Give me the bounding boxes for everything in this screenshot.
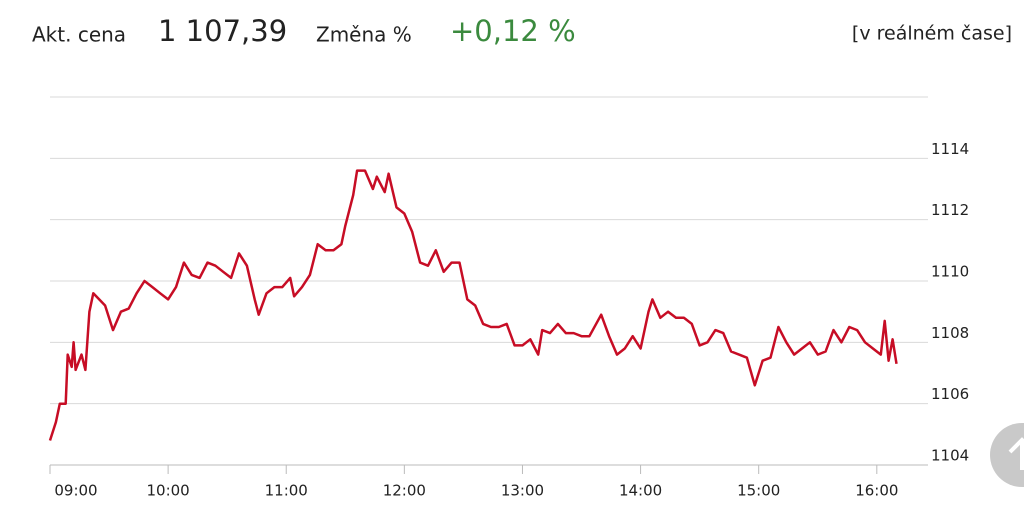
scroll-top-arrow — [1008, 437, 1024, 470]
change-label: Změna % — [316, 23, 412, 47]
x-tick-label: 09:00 — [54, 482, 97, 500]
x-tick-label: 10:00 — [146, 482, 189, 500]
scroll-top-button[interactable] — [990, 423, 1024, 487]
y-tick-label: 1110 — [931, 263, 969, 281]
x-tick-label: 15:00 — [737, 482, 780, 500]
x-tick-label: 13:00 — [501, 482, 544, 500]
y-tick-label: 1112 — [931, 201, 969, 219]
plot: 1104 1106 1108 1110 1112 1114 09:00 10:00 11:00 1… — [48, 96, 969, 500]
price-line — [48, 169, 898, 441]
x-tick-label: 11:00 — [265, 482, 308, 500]
x-tick-label: 14:00 — [619, 482, 662, 500]
price: 1 107,39 — [158, 14, 287, 48]
y-tick-label: 1114 — [931, 140, 969, 158]
realtime-note: [v reálném čase] — [852, 23, 1012, 45]
y-tick-label: 1106 — [931, 385, 969, 403]
x-tick-label: 12:00 — [383, 482, 426, 500]
x-tick-label: 16:00 — [855, 482, 898, 500]
y-tick-label: 1108 — [931, 324, 969, 342]
change: +0,12 % — [450, 14, 576, 48]
price-label: Akt. cena — [32, 23, 126, 47]
y-tick-label: 1104 — [931, 447, 969, 465]
